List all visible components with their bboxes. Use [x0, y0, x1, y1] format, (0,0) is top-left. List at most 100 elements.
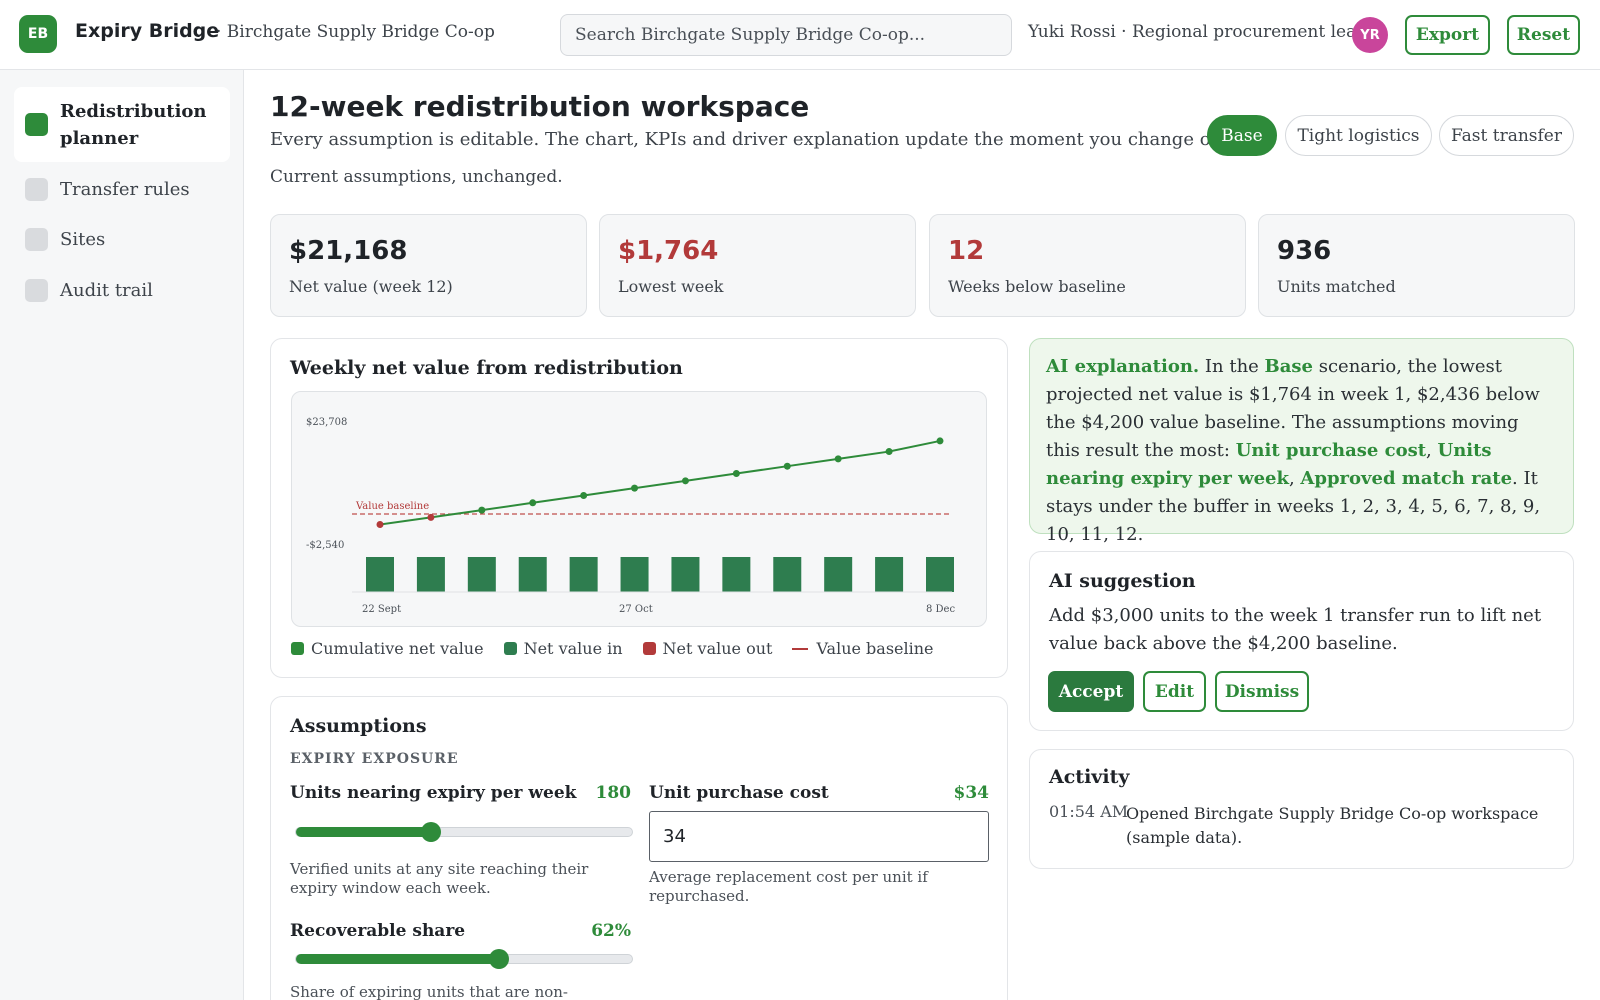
section-label: EXPIRY EXPOSURE	[290, 751, 459, 767]
data-point	[681, 477, 689, 485]
kpi-value: 936	[1277, 236, 1332, 266]
legend-item: Cumulative net value	[291, 639, 484, 658]
kpi-net-value: $21,168 Net value (week 12)	[270, 214, 587, 317]
ai-explanation-lead: AI explanation.	[1046, 356, 1200, 377]
share-slider[interactable]	[295, 949, 633, 969]
assumptions-title: Assumptions	[290, 715, 427, 737]
sidebar-item-redistribution-planner[interactable]: Redistribution planner	[14, 87, 230, 162]
ai-suggestion-card: AI suggestion Add $3,000 units to the we…	[1029, 551, 1574, 731]
legend-label: Net value in	[523, 639, 623, 658]
cost-value: $34	[953, 783, 990, 803]
kpi-label: Weeks below baseline	[948, 277, 1126, 296]
bar-net-value-in	[620, 557, 649, 592]
org-name: · Birchgate Supply Bridge Co-op	[216, 22, 495, 42]
baseline-label: Value baseline	[355, 501, 429, 512]
driver-units-expiry: Units nearing expiry per week	[1046, 440, 1492, 489]
kpi-label: Net value (week 12)	[289, 277, 453, 296]
legend-item: Value baseline	[792, 639, 934, 658]
bar-net-value-in	[875, 557, 904, 592]
chart-card: Weekly net value from redistribution $23…	[270, 338, 1008, 678]
activity-title: Activity	[1049, 766, 1130, 788]
sidebar-item-sites[interactable]: Sites	[14, 220, 230, 258]
activity-text: Opened Birchgate Supply Bridge Co-op wor…	[1126, 804, 1539, 847]
data-point	[834, 455, 842, 463]
slider-fill	[296, 827, 432, 837]
sites-icon	[25, 227, 48, 251]
bar-net-value-in	[366, 557, 394, 592]
ai-explanation-text: In the	[1199, 356, 1265, 377]
legend-label: Net value out	[662, 639, 773, 658]
bar-net-value-in	[773, 557, 802, 592]
share-help: Share of expiring units that are non-con…	[290, 983, 568, 1000]
cost-help: Average replacement cost per unit if rep…	[649, 868, 928, 905]
data-point	[631, 484, 639, 492]
legend-swatch	[642, 642, 656, 655]
net-value-chart: $23,708 -$2,540 22 Sept 27 Oct 8 Dec Val…	[306, 417, 955, 615]
scenario-tight-logistics[interactable]: Tight logistics	[1285, 115, 1432, 156]
slider-fill	[296, 954, 499, 964]
page-status: Current assumptions, unchanged.	[270, 167, 563, 187]
data-point	[783, 462, 791, 470]
audit-icon	[25, 278, 48, 302]
kpi-weeks-below: 12 Weeks below baseline	[929, 214, 1246, 317]
cost-label: Unit purchase cost	[649, 783, 829, 803]
export-button[interactable]: Export	[1405, 15, 1490, 55]
data-point	[529, 499, 537, 507]
app-logo: EB	[19, 15, 57, 53]
kpi-lowest-week: $1,764 Lowest week	[599, 214, 916, 317]
kpi-value: 12	[948, 236, 985, 266]
x-tick-label: 8 Dec	[926, 604, 955, 615]
sidebar-item-label: Transfer rules	[60, 178, 190, 200]
slider-thumb[interactable]	[488, 949, 509, 969]
scenario-fast-transfer[interactable]: Fast transfer	[1439, 115, 1574, 156]
x-tick-label: 27 Oct	[619, 604, 653, 615]
kpi-units-matched: 936 Units matched	[1258, 214, 1575, 317]
sidebar-item-audit-trail[interactable]: Audit trail	[14, 271, 230, 309]
kpi-label: Lowest week	[618, 277, 724, 296]
page-subtitle: Every assumption is editable. The chart,…	[270, 129, 1239, 150]
ai-explanation-text: ,	[1288, 468, 1301, 489]
bar-net-value-in	[926, 557, 954, 592]
app-title: Expiry Bridge	[75, 20, 220, 42]
legend-item: Net value out	[642, 639, 773, 658]
data-point	[427, 513, 435, 521]
ai-explanation-text: ,	[1426, 440, 1438, 461]
scenario-base[interactable]: Base	[1207, 115, 1277, 156]
bar-net-value-in	[671, 557, 700, 592]
units-label: Units nearing expiry per week	[290, 783, 577, 803]
sidebar-item-transfer-rules[interactable]: Transfer rules	[14, 170, 230, 208]
sidebar-item-label: Sites	[60, 228, 106, 250]
legend-swatch	[291, 642, 304, 655]
bar-net-value-in	[518, 557, 547, 592]
bar-net-value-in	[824, 557, 853, 592]
ai-explanation-text: . It stays under the buffer in weeks 1, …	[1046, 468, 1541, 545]
kpi-value: $1,764	[618, 236, 719, 266]
y-bottom-tick-label: -$2,540	[306, 540, 344, 551]
units-value: 180	[595, 783, 632, 803]
ai-explanation: AI explanation. In the Base scenario, th…	[1029, 338, 1574, 545]
planner-icon	[25, 113, 48, 136]
accept-button[interactable]: Accept	[1048, 671, 1134, 712]
avatar[interactable]: YR	[1352, 17, 1388, 53]
sidebar-item-label: Audit trail	[60, 279, 153, 301]
unit-cost-input[interactable]	[649, 811, 989, 862]
ai-suggestion-text: Add $3,000 units to the week 1 transfer …	[1049, 605, 1542, 654]
reset-button[interactable]: Reset	[1507, 15, 1580, 55]
units-slider[interactable]	[295, 822, 633, 842]
y-top-tick-label: $23,708	[306, 417, 347, 428]
assumptions-card: Assumptions EXPIRY EXPOSURE Units nearin…	[270, 696, 1008, 1000]
activity-time: 01:54 AM	[1049, 802, 1129, 821]
data-point	[478, 506, 486, 514]
activity-card: Activity 01:54 AM Opened Birchgate Suppl…	[1029, 749, 1574, 869]
share-value: 62%	[591, 921, 631, 941]
chart-title: Weekly net value from redistribution	[290, 357, 683, 379]
x-tick-label: 22 Sept	[362, 604, 401, 615]
search-input[interactable]	[560, 14, 1012, 56]
edit-button[interactable]: Edit	[1143, 671, 1206, 712]
cumulative-net-value-line	[379, 439, 941, 526]
slider-thumb[interactable]	[421, 822, 442, 842]
user-name: Yuki Rossi · Regional procurement lead	[1028, 22, 1368, 42]
share-label: Recoverable share	[290, 921, 466, 941]
dismiss-button[interactable]: Dismiss	[1215, 671, 1309, 712]
driver-match-rate: Approved match rate	[1300, 468, 1513, 489]
